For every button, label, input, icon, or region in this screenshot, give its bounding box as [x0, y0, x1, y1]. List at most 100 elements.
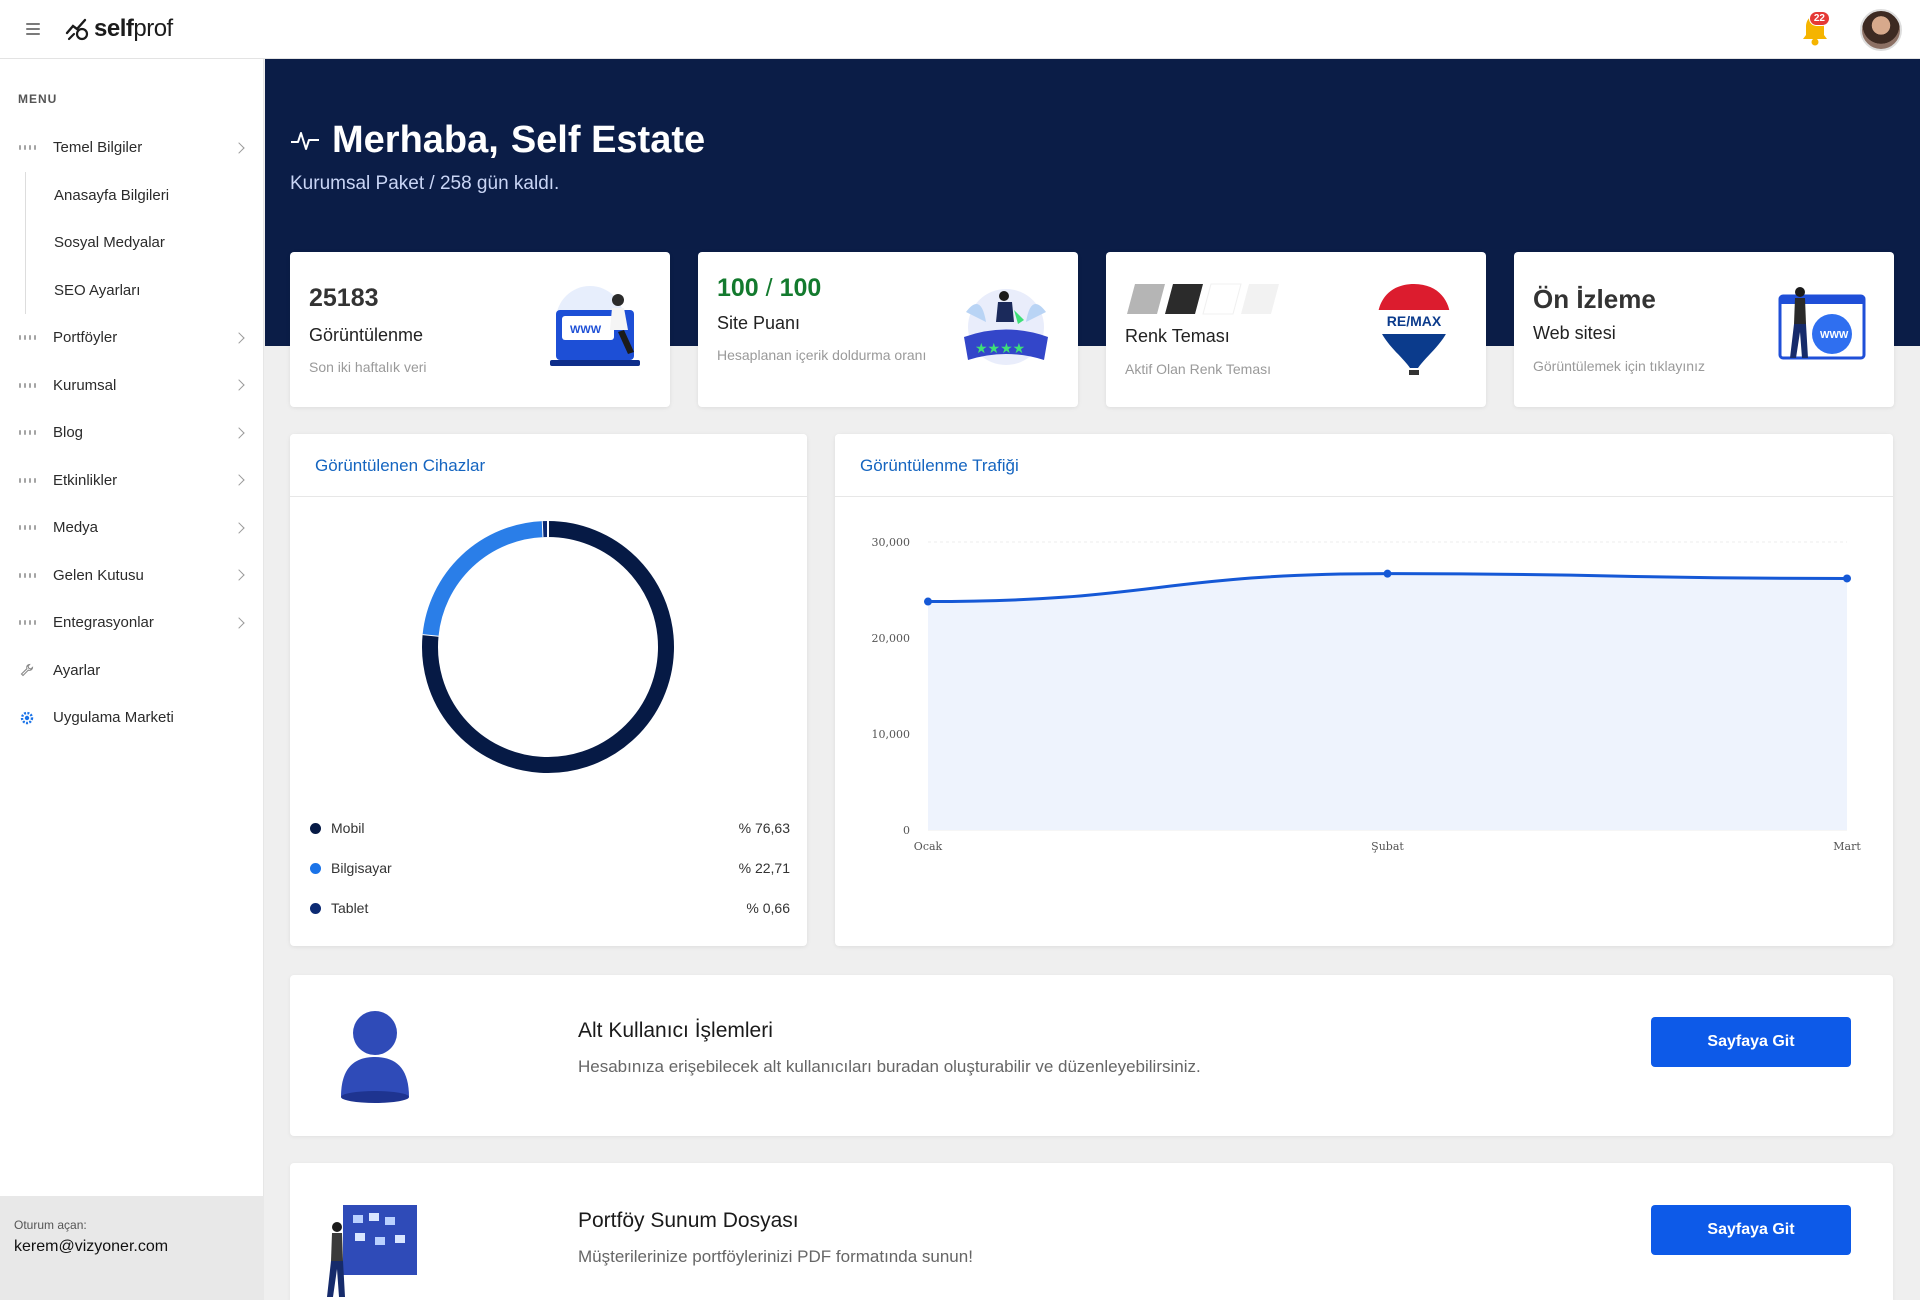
sidebar-menu: Temel Bilgiler Anasayfa Bilgileri Sosyal… [0, 124, 263, 742]
sidebar-item-gelen-kutusu[interactable]: Gelen Kutusu [0, 552, 263, 600]
sidebar: MENU Temel Bilgiler Anasayfa Bilgileri S… [0, 59, 264, 1300]
user-avatar[interactable] [1860, 8, 1902, 51]
svg-text:RE/MAX: RE/MAX [1387, 313, 1442, 329]
portfolio-presentation-title: Portföy Sunum Dosyası [578, 1209, 799, 1232]
legend-tablet: Tablet % 0,66 [310, 898, 790, 918]
website-label: Web sitesi [1533, 323, 1616, 343]
legend-percent: % 76,63 [738, 820, 790, 836]
sub-users-card: Alt Kullanıcı İşlemleri Hesabınıza erişe… [290, 975, 1893, 1136]
data-point [1383, 569, 1392, 578]
portfolio-presentation-go-button[interactable]: Sayfaya Git [1651, 1205, 1851, 1255]
area-fill [928, 573, 1847, 830]
x-tick-label: Şubat [1371, 840, 1404, 853]
sidebar-item-label: Temel Bilgiler [53, 139, 143, 157]
legend-dot-bilgisayar [310, 862, 321, 874]
grid-icon [18, 331, 36, 345]
logo-text: selfprof [94, 15, 173, 42]
grid-icon [18, 141, 36, 155]
www-laptop-illustration: WWW [550, 286, 640, 366]
site-score-card[interactable]: 100 / 100 Site Puanı Hesaplanan içerik d… [698, 252, 1078, 407]
chevron-right-icon [233, 142, 245, 154]
sidebar-item-portfoyler[interactable]: Portföyler [0, 314, 263, 362]
site-score-note: Hesaplanan içerik doldurma oranı [717, 347, 927, 363]
devices-panel-title: Görüntülenen Cihazlar [290, 434, 807, 497]
chevron-right-icon [233, 427, 245, 439]
legend-bilgisayar: Bilgisayar % 22,71 [310, 858, 790, 878]
sidebar-item-etkinlikler[interactable]: Etkinlikler [0, 457, 263, 505]
chevron-right-icon [233, 332, 245, 344]
preview-card[interactable]: Ön İzleme Web sitesi Görüntülemek için t… [1514, 252, 1894, 407]
remax-balloon-logo: RE/MAX [1377, 284, 1451, 375]
x-tick-label: Ocak [914, 840, 943, 853]
sidebar-item-temel-bilgiler[interactable]: Temel Bilgiler [0, 124, 263, 172]
greeting-text: Merhaba, [332, 119, 499, 161]
sidebar-item-label: Etkinlikler [53, 471, 118, 489]
traffic-panel-title: Görüntülenme Trafiği [835, 434, 1893, 497]
site-score-value: 100 / 100 [717, 274, 821, 303]
devices-donut-chart [422, 521, 674, 773]
menu-caption: MENU [18, 92, 58, 106]
gear-icon [20, 711, 34, 725]
sidebar-item-label: Uygulama Marketi [53, 709, 174, 727]
sidebar-item-label: Gelen Kutusu [53, 566, 144, 584]
y-tick-label: 0 [903, 824, 910, 837]
sidebar-item-uygulama-marketi[interactable]: Uygulama Marketi [0, 694, 263, 742]
data-point [924, 597, 932, 606]
data-point [1843, 574, 1851, 583]
sidebar-item-entegrasyonlar[interactable]: Entegrasyonlar [0, 599, 263, 647]
grid-icon [18, 473, 36, 487]
svg-text:WWW: WWW [570, 324, 602, 336]
chevron-right-icon [233, 379, 245, 391]
y-tick-label: 20,000 [872, 632, 911, 645]
views-title: Görüntülenme [309, 325, 424, 345]
color-theme-note: Aktif Olan Renk Teması [1125, 361, 1272, 377]
sidebar-item-kurumsal[interactable]: Kurumsal [0, 362, 263, 410]
traffic-panel: Görüntülenme Trafiği 0 10,000 20,000 30,000… [835, 434, 1893, 946]
grid-icon [18, 568, 36, 582]
site-score-title: Site Puanı [717, 313, 801, 333]
sidebar-item-label: Entegrasyonlar [53, 614, 154, 632]
sidebar-item-blog[interactable]: Blog [0, 409, 263, 457]
hamburger-menu-icon[interactable] [26, 23, 40, 35]
traffic-area-chart: 0 10,000 20,000 30,000 Ocak Şubat Mart [872, 536, 1862, 853]
grid-icon [18, 426, 36, 440]
logo-icon [65, 18, 89, 41]
legend-label: Tablet [331, 900, 369, 916]
logo[interactable]: selfprof [64, 15, 173, 43]
legend-dot-mobil [310, 822, 321, 834]
preview-title: Ön İzleme [1533, 284, 1656, 314]
sidebar-item-ayarlar[interactable]: Ayarlar [0, 647, 263, 695]
color-swatches [1125, 282, 1280, 316]
legend-percent: % 0,66 [746, 900, 790, 916]
grid-icon [18, 378, 36, 392]
greeting-title: Merhaba, Self Estate [290, 119, 705, 162]
sub-users-title: Alt Kullanıcı İşlemleri [578, 1019, 773, 1042]
activity-icon [291, 131, 319, 150]
chevron-right-icon [233, 617, 245, 629]
portfolio-presentation-card: Portföy Sunum Dosyası Müşterilerinize po… [290, 1163, 1893, 1300]
website-preview-illustration: WWW [1778, 287, 1866, 360]
preview-note: Görüntülemek için tıklayınız [1533, 358, 1705, 374]
board-illustration [327, 1205, 417, 1297]
notification-bell[interactable]: 22 [1800, 10, 1830, 47]
grid-icon [18, 616, 36, 630]
x-tick-label: Mart [1833, 840, 1861, 853]
chevron-right-icon [233, 569, 245, 581]
sidebar-subitem-seo-ayarlari[interactable]: SEO Ayarları [54, 281, 141, 299]
notification-count-badge: 22 [1808, 10, 1830, 26]
color-theme-card[interactable]: Renk Teması Aktif Olan Renk Teması RE/MA… [1106, 252, 1486, 407]
sub-users-go-button[interactable]: Sayfaya Git [1651, 1017, 1851, 1067]
rating-stars-illustration: ★★★★ [964, 289, 1048, 365]
color-theme-title: Renk Teması [1125, 326, 1230, 346]
sidebar-item-label: Medya [53, 519, 99, 537]
sidebar-subitem-anasayfa-bilgileri[interactable]: Anasayfa Bilgileri [54, 186, 170, 204]
site-score-total: 100 [779, 274, 822, 302]
views-card[interactable]: 25183 Görüntülenme Son iki haftalık veri… [290, 252, 670, 407]
donut-slice-mobil [422, 521, 674, 773]
session-label: Oturum açan: [14, 1218, 87, 1232]
devices-panel: Görüntülenen Cihazlar Mobil % 76,63 Bilg… [290, 434, 807, 946]
sidebar-subitem-sosyal-medyalar[interactable]: Sosyal Medyalar [54, 234, 165, 252]
sidebar-item-medya[interactable]: Medya [0, 504, 263, 552]
svg-text:★★★★: ★★★★ [975, 340, 1025, 356]
y-tick-label: 10,000 [872, 728, 911, 741]
